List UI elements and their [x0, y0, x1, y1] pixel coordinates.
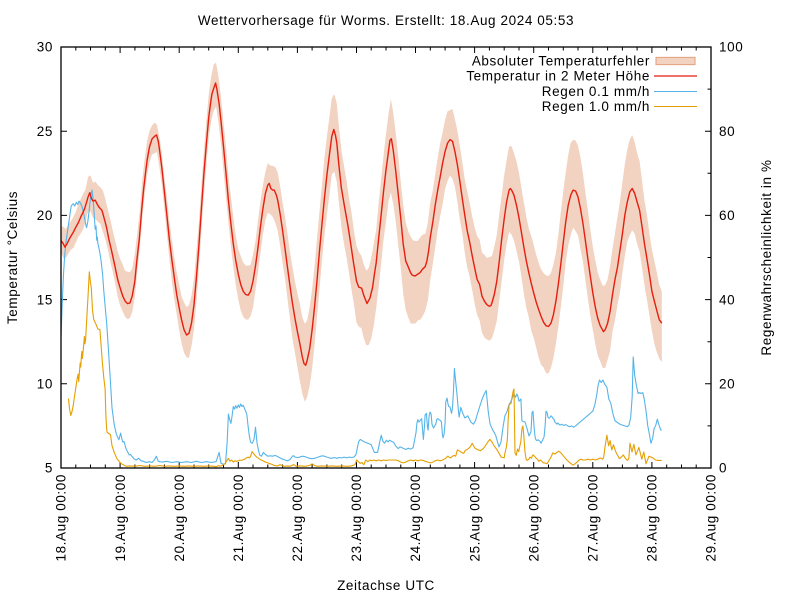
svg-text:24.Aug 00:00: 24.Aug 00:00: [408, 474, 423, 562]
svg-text:20: 20: [37, 208, 53, 223]
svg-text:21.Aug 00:00: 21.Aug 00:00: [231, 474, 246, 562]
svg-text:Regenwahrscheinlichkeit in %: Regenwahrscheinlichkeit in %: [759, 159, 774, 355]
svg-text:Regen 0.1 mm/h: Regen 0.1 mm/h: [542, 84, 650, 99]
svg-text:25.Aug 00:00: 25.Aug 00:00: [467, 474, 482, 562]
svg-text:Wettervorhersage für Worms. Er: Wettervorhersage für Worms. Erstellt: 18…: [198, 13, 574, 28]
svg-text:20.Aug 00:00: 20.Aug 00:00: [172, 474, 187, 562]
svg-text:Zeitachse UTC: Zeitachse UTC: [337, 578, 435, 593]
svg-text:19.Aug 00:00: 19.Aug 00:00: [113, 474, 128, 562]
svg-text:22.Aug 00:00: 22.Aug 00:00: [290, 474, 305, 562]
svg-text:18.Aug 00:00: 18.Aug 00:00: [54, 474, 69, 562]
svg-text:Regen 1.0 mm/h: Regen 1.0 mm/h: [542, 99, 650, 114]
svg-text:80: 80: [719, 124, 735, 139]
svg-text:28.Aug 00:00: 28.Aug 00:00: [645, 474, 660, 562]
svg-text:Temperatur in 2 Meter Höhe: Temperatur in 2 Meter Höhe: [466, 69, 650, 84]
svg-text:10: 10: [37, 377, 53, 392]
svg-text:0: 0: [719, 461, 727, 476]
svg-text:29.Aug 00:00: 29.Aug 00:00: [704, 474, 719, 562]
svg-text:Absoluter Temperaturfehler: Absoluter Temperaturfehler: [472, 54, 650, 69]
svg-text:25: 25: [37, 124, 53, 139]
svg-text:20: 20: [719, 377, 735, 392]
svg-text:23.Aug 00:00: 23.Aug 00:00: [349, 474, 364, 562]
svg-text:26.Aug 00:00: 26.Aug 00:00: [526, 474, 541, 562]
svg-text:15: 15: [37, 292, 53, 307]
svg-text:100: 100: [719, 40, 743, 55]
svg-text:60: 60: [719, 208, 735, 223]
svg-text:30: 30: [37, 40, 53, 55]
svg-text:Temperatur °Celsius: Temperatur °Celsius: [5, 191, 20, 324]
svg-text:40: 40: [719, 292, 735, 307]
svg-text:27.Aug 00:00: 27.Aug 00:00: [586, 474, 601, 562]
svg-text:5: 5: [45, 461, 53, 476]
